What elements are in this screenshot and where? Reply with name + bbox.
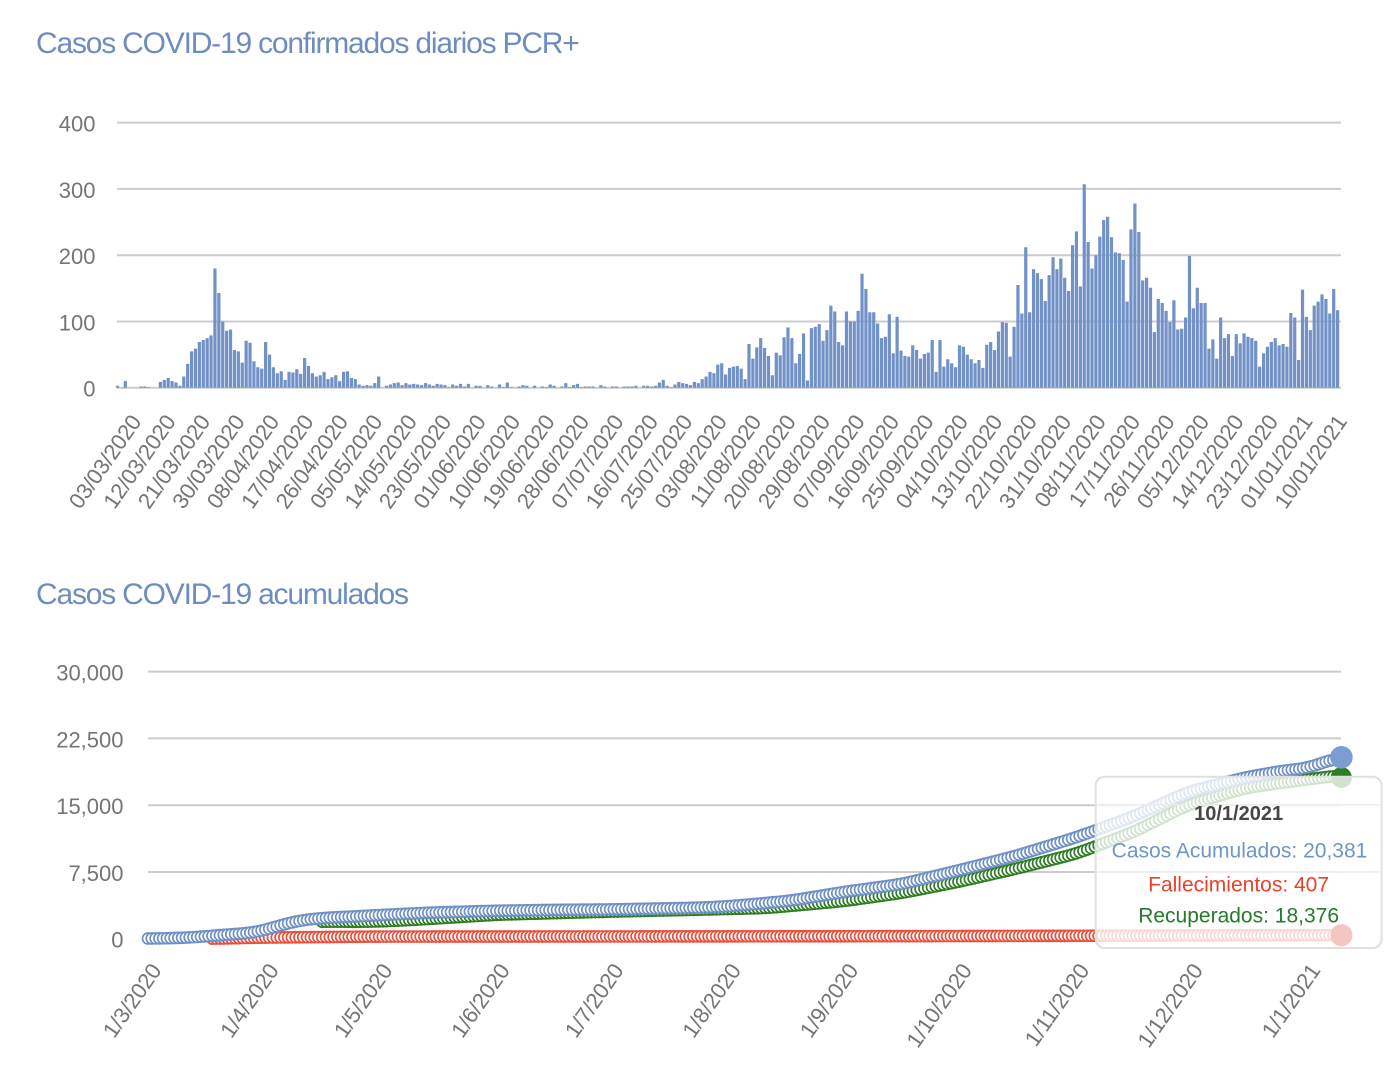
svg-text:Casos COVID-19 acumulados: Casos COVID-19 acumulados bbox=[36, 578, 408, 611]
svg-text:10/1/2021: 10/1/2021 bbox=[1194, 803, 1283, 825]
svg-text:Fallecimientos: 407: Fallecimientos: 407 bbox=[1148, 874, 1329, 897]
svg-text:300: 300 bbox=[59, 178, 96, 203]
svg-text:200: 200 bbox=[59, 244, 96, 269]
svg-text:400: 400 bbox=[59, 112, 96, 137]
svg-text:Casos COVID-19 confirmados dia: Casos COVID-19 confirmados diarios PCR+ bbox=[36, 27, 579, 60]
svg-text:Recuperados: 18,376: Recuperados: 18,376 bbox=[1138, 904, 1339, 927]
svg-text:7,500: 7,500 bbox=[68, 861, 123, 886]
svg-text:30,000: 30,000 bbox=[56, 661, 123, 686]
svg-text:22,500: 22,500 bbox=[56, 727, 123, 752]
svg-text:0: 0 bbox=[111, 928, 123, 953]
svg-text:0: 0 bbox=[83, 377, 95, 402]
svg-text:Casos Acumulados: 20,381: Casos Acumulados: 20,381 bbox=[1112, 840, 1368, 863]
svg-text:100: 100 bbox=[59, 310, 96, 335]
svg-text:15,000: 15,000 bbox=[56, 794, 123, 819]
